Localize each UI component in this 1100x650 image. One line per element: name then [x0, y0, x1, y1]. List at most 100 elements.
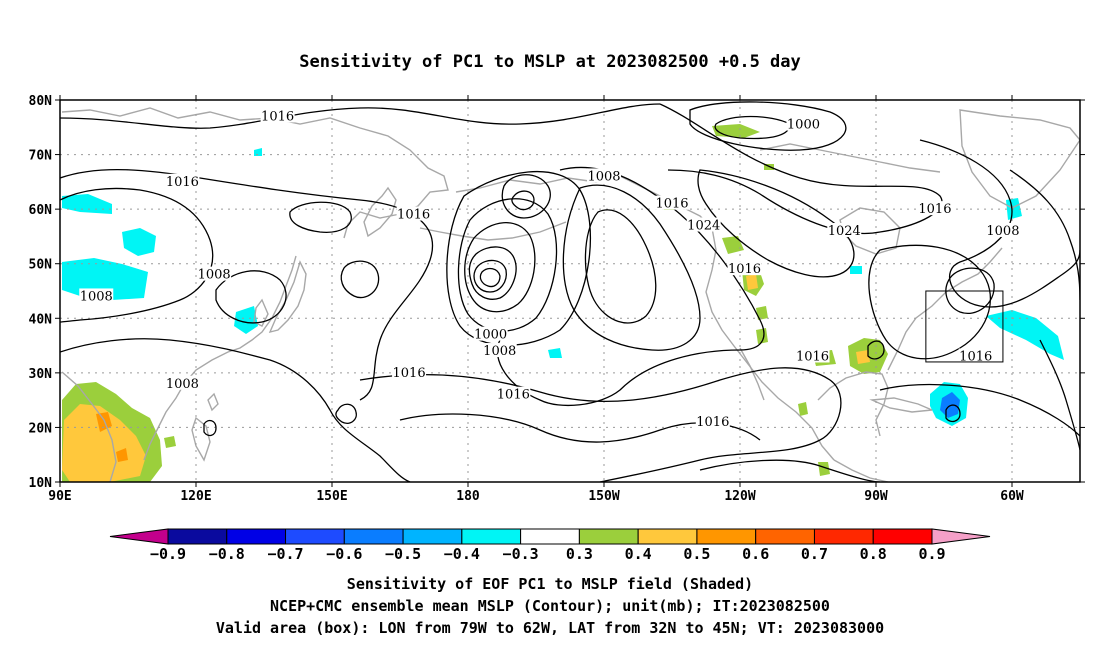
contour-label-backdrop [260, 108, 295, 123]
shading-cyan-patch [122, 228, 156, 256]
valid-area-box [925, 290, 1004, 363]
longitude-axis: 90E 120E 150E 180 150W 120W 90W 60W [48, 95, 1024, 504]
lat-tick-label: 80N [29, 94, 53, 109]
lon-tick-label: 150W [588, 489, 619, 504]
figure-title: Sensitivity of PC1 to MSLP at 2023082500… [299, 52, 801, 72]
contour-label: 1008 [166, 377, 199, 392]
graticule [60, 100, 1080, 482]
colorbar-swatch [872, 528, 933, 545]
mslp-contour-1016-far-east [1009, 169, 1080, 301]
colorbar-level-label: 0.9 [918, 545, 945, 563]
shading-orange-spot [116, 448, 128, 462]
coastline-philippines [191, 416, 211, 462]
colorbar-swatch [578, 528, 639, 545]
contour-label-backdrop [496, 386, 531, 401]
contour-label: 1024 [828, 224, 861, 239]
contour-label-backdrop [79, 288, 114, 303]
contour-label: 1016 [696, 415, 729, 430]
contour-label-backdrop [686, 217, 721, 232]
colorbar-low-extend [109, 528, 169, 545]
mslp-contour-1024-high [562, 184, 701, 351]
contour-label: 1016 [796, 349, 829, 364]
caption-line-3: Valid area (box): LON from 79W to 62W, L… [216, 619, 884, 637]
colorbar-level-label: 0.6 [742, 545, 769, 563]
colorbar-swatch [520, 528, 580, 545]
colorbar-swatch [402, 528, 463, 545]
shading-cyan-patch [548, 348, 562, 358]
map-frame [59, 99, 1081, 483]
mslp-contour-low-ring-3 [468, 246, 517, 300]
contour-label: 1016 [261, 109, 294, 124]
lon-tick-label: 120E [180, 489, 211, 504]
lon-tick-label: 90W [864, 489, 888, 504]
colorbar-level-label: 0.5 [683, 545, 710, 563]
colorbar-swatch [226, 528, 287, 545]
mslp-contour-1008-china [60, 338, 411, 482]
lat-tick-label: 10N [29, 476, 53, 491]
shading-green-patch [818, 462, 830, 476]
mslp-contour-1024-high-inner [584, 209, 657, 324]
contour-label-backdrop [795, 348, 830, 363]
contour-label-backdrop [473, 326, 508, 341]
contour-label-backdrop [587, 168, 621, 183]
colorbar-swatch [637, 528, 698, 545]
coastlines [61, 107, 1080, 482]
colorbar-level-label: 0.3 [566, 545, 593, 563]
coastline-greenland [959, 109, 1080, 209]
mslp-contour-atlantic-low [945, 404, 961, 423]
caption-line-2: NCEP+CMC ensemble mean MSLP (Contour); u… [270, 597, 830, 615]
coastline-kamchatka [363, 186, 397, 238]
contour-label-backdrop [827, 222, 862, 237]
contour-label: 1016 [655, 197, 688, 212]
shading-cyan-patch [62, 194, 112, 214]
mslp-contour-1008-okhotsk-loop [215, 270, 287, 324]
lon-tick-label: 150E [316, 489, 347, 504]
colorbar-swatch [755, 528, 815, 545]
contour-label-backdrop [958, 348, 993, 363]
colorbar-level-label: 0.8 [860, 545, 887, 563]
coastline-taiwan [207, 392, 219, 412]
sensitivity-shading [62, 124, 1064, 482]
lat-tick-label: 40N [29, 312, 53, 327]
shading-cyan-patch [234, 306, 258, 334]
colorbar-swatch [285, 528, 345, 545]
shading-yellow-spot [746, 274, 758, 290]
lon-tick-label: 120W [724, 489, 755, 504]
shading-green-patch [798, 402, 808, 416]
mslp-contour-small-loop-pacific [335, 403, 357, 424]
contour-label-backdrop [727, 261, 762, 276]
coastline-north-america-east [887, 247, 1003, 371]
contour-label-backdrop [197, 266, 232, 281]
contour-label: 1016 [166, 175, 199, 190]
contour-label: 1000 [474, 328, 507, 343]
mslp-contour-low-ring-4 [464, 222, 536, 313]
colorbar-level-label: 0.4 [625, 545, 652, 563]
coastline-indochina [61, 371, 117, 482]
lon-tick-label: 180 [456, 489, 480, 504]
contour-label: 1016 [397, 208, 430, 223]
mslp-contour-hudson-loop [945, 267, 995, 314]
contour-label: 1016 [728, 262, 761, 277]
mslp-contour-low-ring-2 [473, 259, 507, 293]
shading-yellow-spot [856, 350, 870, 364]
mslp-contour-atlantic-south [879, 383, 1080, 437]
coastline-east-asia [143, 255, 297, 461]
shading-green-patch [722, 236, 744, 254]
mslp-contour-low-ring-1 [479, 267, 501, 288]
contour-label: 1024 [687, 219, 720, 234]
colorbar-high-extend [931, 528, 991, 545]
contour-label-backdrop [392, 364, 427, 379]
lat-tick-label: 30N [29, 367, 53, 382]
contour-label: 1016 [393, 366, 426, 381]
shading-cyan-patch [986, 310, 1064, 360]
contour-label-backdrop [917, 201, 952, 216]
contour-label-backdrop [165, 375, 200, 390]
contour-label-backdrop [695, 413, 730, 428]
shading-yellow-patch [62, 404, 146, 482]
shading-green-patch [164, 436, 176, 448]
contour-label: 1016 [959, 349, 992, 364]
colorbar-level-label: −0.7 [267, 545, 303, 563]
coastline-central-america [833, 459, 889, 482]
colorbar-swatch [167, 528, 228, 545]
